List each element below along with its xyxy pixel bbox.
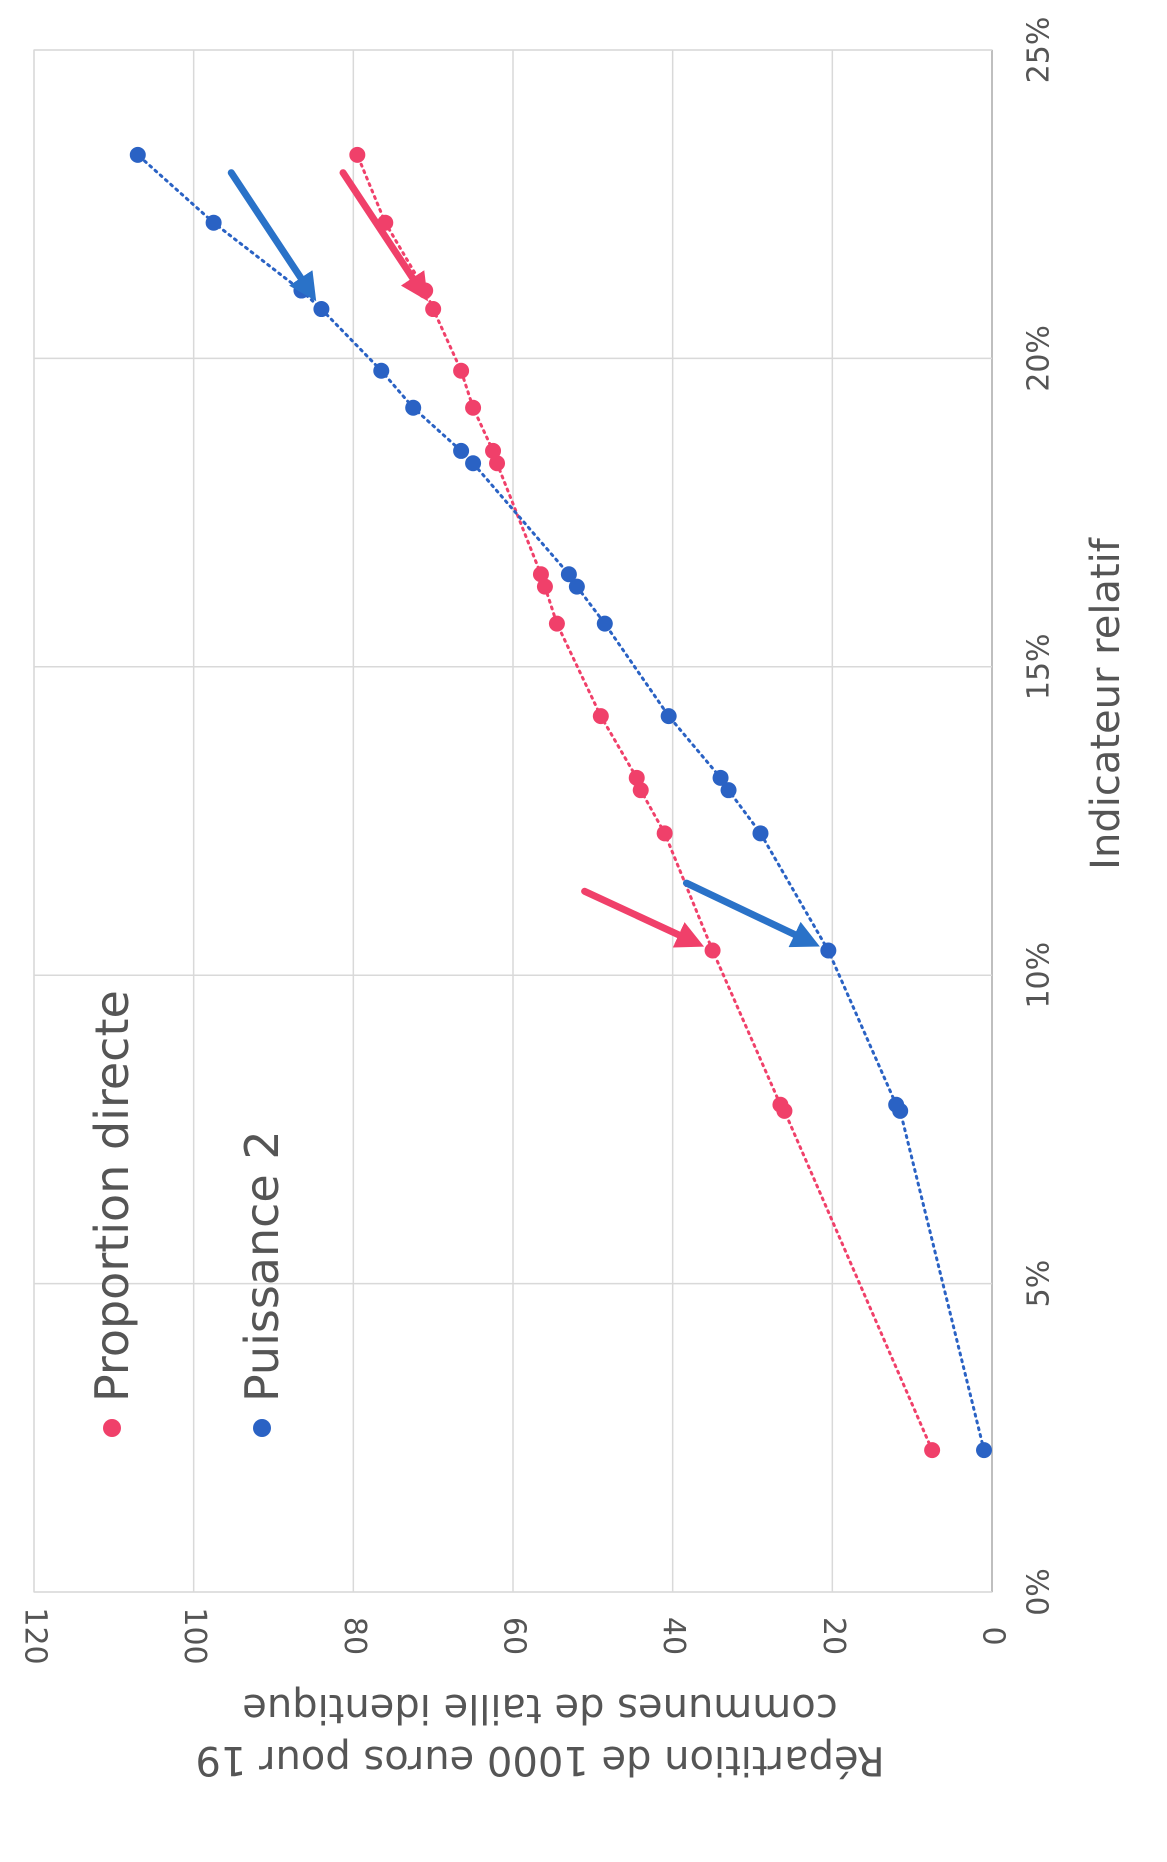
- data-point: [349, 146, 366, 163]
- data-point: [976, 1442, 993, 1459]
- annotation-arrow: [581, 887, 705, 948]
- annotation-arrow: [227, 169, 317, 302]
- legend-label-proportion-directe: Proportion directe: [85, 990, 139, 1402]
- y-tick-label: 100: [177, 1607, 212, 1664]
- data-point: [485, 442, 502, 459]
- data-point: [453, 362, 470, 379]
- y-axis-title-line-1: Répartition de 1000 euros pour 19: [195, 1737, 884, 1783]
- data-point: [465, 455, 482, 472]
- data-point: [532, 566, 549, 583]
- y-tick-label: 20: [816, 1617, 851, 1655]
- data-point: [596, 615, 613, 632]
- y-tick-label: 60: [497, 1617, 532, 1655]
- x-tick-label: 10%: [1022, 942, 1057, 1009]
- gridlines: [33, 49, 993, 1593]
- data-point: [489, 455, 506, 472]
- data-point: [313, 301, 330, 318]
- data-point: [129, 146, 146, 163]
- data-point: [628, 769, 645, 786]
- x-axis-title: Indicateur relatif: [1083, 537, 1129, 870]
- data-point: [536, 578, 553, 595]
- x-tick-label: 0%: [1022, 1568, 1057, 1616]
- annotation-arrow: [682, 879, 820, 948]
- legend-label-puissance-2: Puissance 2: [235, 1130, 289, 1402]
- data-point: [712, 769, 729, 786]
- series-layer: [129, 146, 993, 1459]
- data-point: [660, 708, 677, 725]
- data-point: [560, 566, 577, 583]
- x-tick-label: 25%: [1022, 17, 1057, 84]
- data-point: [656, 825, 673, 842]
- annotation-layer: [227, 169, 820, 948]
- data-point: [405, 399, 422, 416]
- data-point: [924, 1442, 941, 1459]
- data-point: [720, 782, 737, 799]
- x-tick-label: 15%: [1022, 633, 1057, 700]
- legend-marker-puissance-2: [253, 1419, 271, 1437]
- data-point: [453, 442, 470, 459]
- y-tick-label: 120: [18, 1607, 53, 1664]
- x-tick-label: 5%: [1022, 1260, 1057, 1308]
- y-tick-label: 0: [976, 1626, 1011, 1645]
- data-point: [704, 942, 721, 959]
- data-point: [592, 708, 609, 725]
- legend-marker-proportion-directe: [103, 1419, 121, 1437]
- data-point: [373, 362, 390, 379]
- data-point: [888, 1096, 905, 1113]
- data-point: [632, 782, 649, 799]
- series-proportion-directe: [349, 146, 941, 1459]
- y-axis-title-line-2: communes de taille identique: [242, 1685, 837, 1731]
- data-point: [425, 301, 442, 318]
- data-point: [568, 578, 585, 595]
- data-point: [205, 214, 222, 231]
- legend: Proportion directe Puissance 2: [85, 990, 289, 1437]
- data-point: [820, 942, 837, 959]
- data-point: [548, 615, 565, 632]
- tick-labels: 0 20 40 60 80 100 120 0% 5% 10% 15% 20% 25%: [18, 17, 1057, 1665]
- data-point: [752, 825, 769, 842]
- series-puissance-2: [129, 146, 993, 1459]
- y-tick-label: 40: [656, 1617, 691, 1655]
- trend-line: [355, 153, 934, 1452]
- x-tick-label: 20%: [1022, 325, 1057, 392]
- data-point: [465, 399, 482, 416]
- data-point: [772, 1096, 789, 1113]
- annotation-arrow: [339, 169, 428, 302]
- y-tick-label: 80: [337, 1617, 372, 1655]
